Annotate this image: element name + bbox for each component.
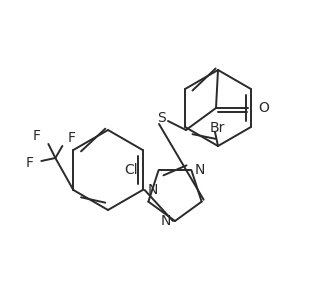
Text: S: S xyxy=(157,111,165,125)
Text: N: N xyxy=(161,214,171,228)
Text: O: O xyxy=(258,101,269,115)
Text: Br: Br xyxy=(210,121,225,135)
Text: F: F xyxy=(25,156,33,170)
Text: F: F xyxy=(67,131,76,145)
Text: N: N xyxy=(194,163,205,177)
Text: N: N xyxy=(148,183,158,197)
Text: F: F xyxy=(32,129,40,143)
Text: Cl: Cl xyxy=(124,163,138,177)
